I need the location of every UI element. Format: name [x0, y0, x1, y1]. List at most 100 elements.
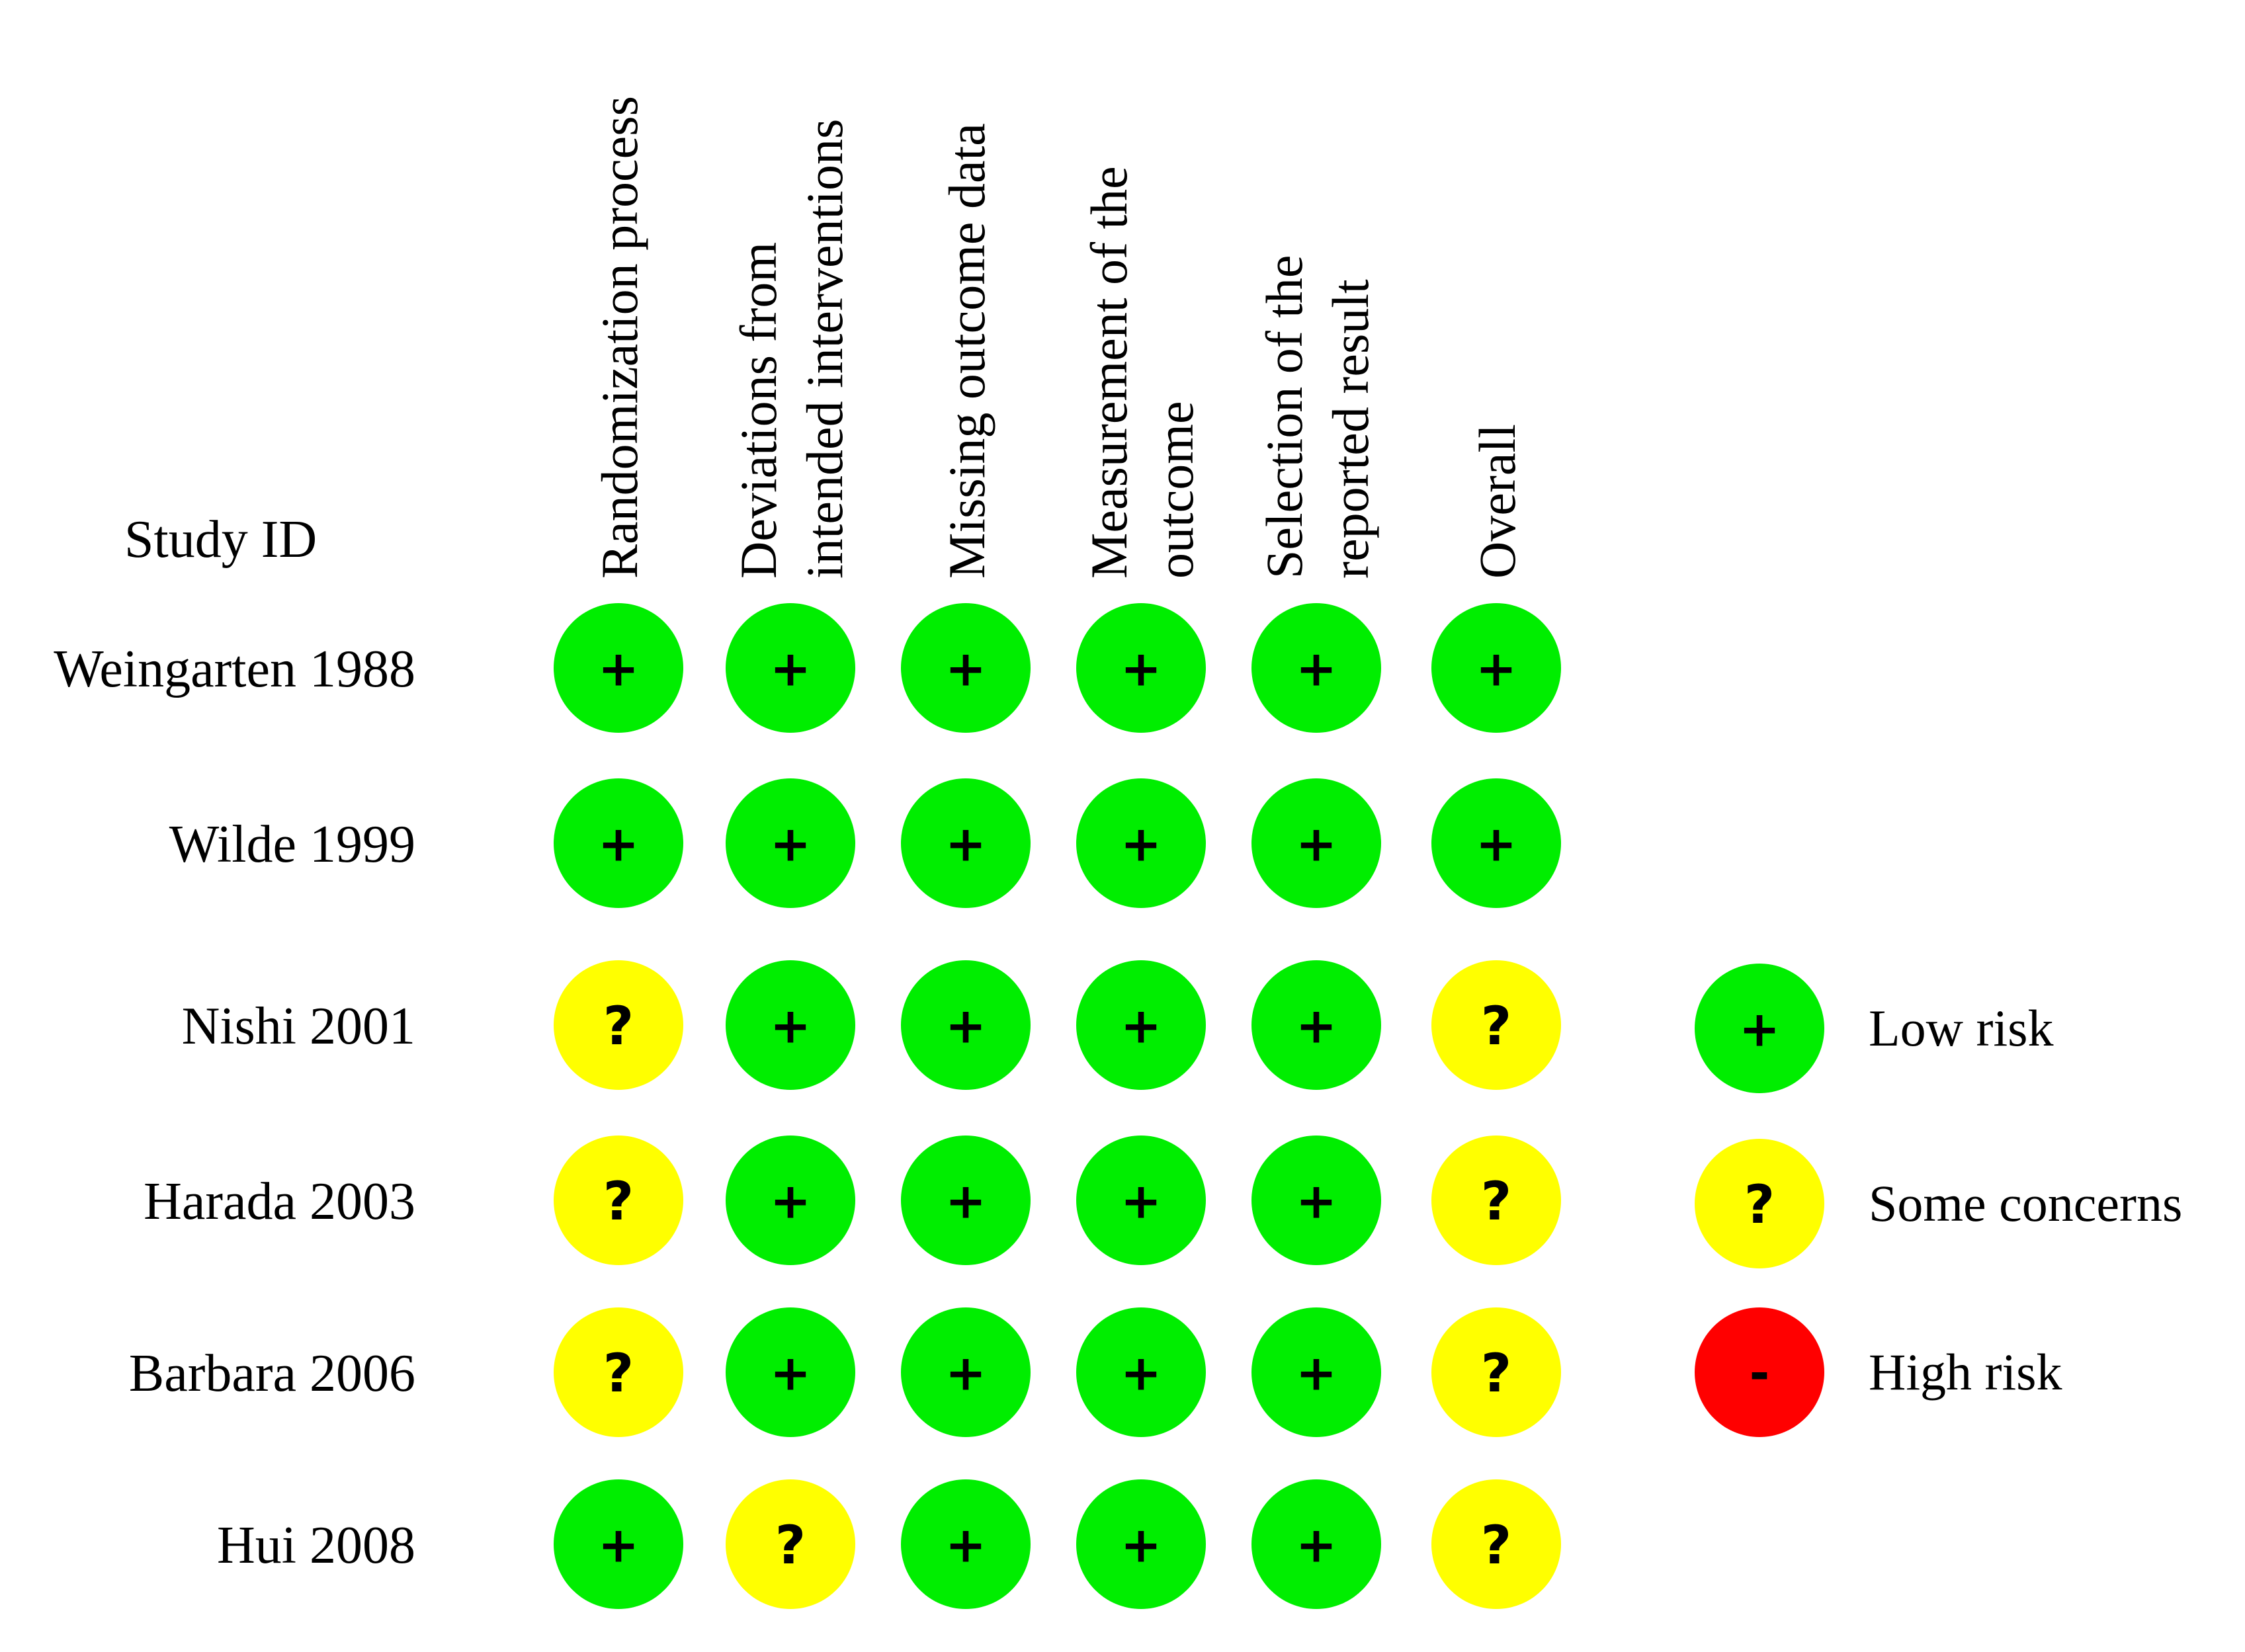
judgement-symbol: -	[1750, 1345, 1770, 1402]
judgement-cell: +	[1076, 603, 1206, 733]
judgement-symbol: ?	[1481, 1171, 1511, 1232]
judgement-marker	[1431, 1479, 1561, 1609]
judgement-symbol: ?	[1744, 1174, 1775, 1235]
judgement-symbol: +	[770, 641, 811, 698]
judgement-marker	[901, 960, 1031, 1090]
judgement-symbol: +	[598, 1517, 639, 1574]
judgement-marker	[1251, 1307, 1381, 1437]
judgement-cell: ?	[726, 1479, 855, 1609]
judgement-marker	[726, 960, 855, 1090]
legend-item-some: ? Some concerns	[1695, 1139, 2182, 1268]
judgement-marker	[554, 960, 683, 1090]
judgement-symbol: ?	[1481, 1342, 1511, 1404]
judgement-cell: ?	[1431, 1479, 1561, 1609]
judgement-marker	[726, 603, 855, 733]
judgement-symbol: +	[1296, 641, 1337, 698]
column-headers: Randomization process Deviations from inte…	[591, 96, 1526, 579]
judgement-symbol: +	[1296, 816, 1337, 873]
judgement-marker	[726, 1136, 855, 1265]
judgement-marker	[726, 778, 855, 908]
judgement-symbol: ?	[603, 995, 634, 1057]
judgement-cell: ?	[1431, 1307, 1561, 1437]
study-label: Nishi 2001	[182, 997, 415, 1055]
judgement-symbol: +	[1296, 1345, 1337, 1402]
judgement-symbol: +	[1739, 1001, 1780, 1058]
judgement-cell: +	[901, 1136, 1031, 1265]
judgement-symbol: ?	[1481, 995, 1511, 1057]
judgement-marker	[554, 778, 683, 908]
judgement-marker	[1076, 1307, 1206, 1437]
judgement-grid: + + + + + + + + + + + +? + + + +?? + + + +?? + + + + ? +? + + +?	[554, 603, 1561, 1609]
judgement-cell: +	[1251, 1136, 1381, 1265]
legend: + Low risk? Some concerns - High risk	[1695, 964, 2182, 1437]
judgement-symbol: +	[1121, 641, 1162, 698]
judgement-cell: +	[554, 1479, 683, 1609]
judgement-cell: +	[1251, 1479, 1381, 1609]
judgement-cell: +	[1076, 960, 1206, 1090]
judgement-cell: +	[726, 603, 855, 733]
study-label: Barbara 2006	[129, 1344, 415, 1403]
judgement-symbol: +	[770, 816, 811, 873]
judgement-marker	[726, 1479, 855, 1609]
judgement-cell: +	[1076, 778, 1206, 908]
judgement-marker	[554, 1136, 683, 1265]
judgement-symbol: +	[1476, 641, 1517, 698]
study-label: Harada 2003	[144, 1173, 415, 1231]
judgement-marker	[1251, 603, 1381, 733]
judgement-symbol: +	[598, 816, 639, 873]
row-labels: Weingarten 1988 Wilde 1999 Nishi 2001 Harad…	[54, 640, 415, 1575]
judgement-cell: +	[901, 778, 1031, 908]
judgement-cell: +	[726, 960, 855, 1090]
column-header-4-line-1: Measurement of the	[1080, 166, 1138, 579]
judgement-symbol: +	[770, 1173, 811, 1230]
judgement-marker	[901, 603, 1031, 733]
judgement-symbol: +	[1296, 1173, 1337, 1230]
judgement-symbol: ?	[603, 1342, 634, 1404]
judgement-symbol: ?	[1481, 1514, 1511, 1576]
column-header-2-line-2: intended interventions	[796, 119, 853, 579]
judgement-marker	[901, 1136, 1031, 1265]
judgement-symbol: ?	[603, 1171, 634, 1232]
judgement-marker	[1076, 778, 1206, 908]
judgement-symbol: +	[770, 1345, 811, 1402]
judgement-marker	[1251, 1136, 1381, 1265]
judgement-symbol: +	[1121, 1173, 1162, 1230]
study-id-header: Study ID	[124, 511, 317, 569]
judgement-cell: +	[1431, 603, 1561, 733]
study-label: Weingarten 1988	[54, 640, 415, 698]
column-header-2-line-1: Deviations from	[730, 242, 787, 579]
judgement-cell: +	[1251, 603, 1381, 733]
judgement-marker	[1076, 1479, 1206, 1609]
judgement-marker	[1251, 960, 1381, 1090]
judgement-cell: ?	[554, 960, 683, 1090]
judgement-symbol: +	[1121, 1345, 1162, 1402]
judgement-marker	[1251, 1479, 1381, 1609]
judgement-cell: ?	[1431, 960, 1561, 1090]
column-header-4-line-2: outcome	[1146, 401, 1204, 579]
judgement-symbol: +	[945, 816, 986, 873]
judgement-cell: +	[1251, 960, 1381, 1090]
judgement-marker	[1431, 778, 1561, 908]
judgement-cell: +	[554, 603, 683, 733]
legend-label: High risk	[1869, 1343, 2062, 1401]
judgement-cell: +	[1076, 1307, 1206, 1437]
judgement-symbol: +	[770, 998, 811, 1055]
legend-marker	[1695, 1139, 1824, 1268]
judgement-marker	[901, 1479, 1031, 1609]
column-header-6-line-1: Overall	[1468, 424, 1526, 579]
judgement-cell: +	[1251, 778, 1381, 908]
judgement-symbol: +	[945, 641, 986, 698]
legend-label: Some concerns	[1869, 1175, 2182, 1232]
judgement-cell: ?	[554, 1307, 683, 1437]
column-header-1-line-1: Randomization process	[591, 96, 648, 579]
judgement-cell: +	[726, 1136, 855, 1265]
judgement-cell: +	[901, 603, 1031, 733]
column-header-5-line-2: reported result	[1322, 279, 1379, 579]
study-label: Hui 2008	[217, 1516, 415, 1575]
judgement-marker	[901, 1307, 1031, 1437]
legend-marker	[1695, 964, 1824, 1093]
judgement-symbol: +	[598, 641, 639, 698]
judgement-symbol: +	[1121, 998, 1162, 1055]
judgement-symbol: ?	[775, 1514, 806, 1576]
